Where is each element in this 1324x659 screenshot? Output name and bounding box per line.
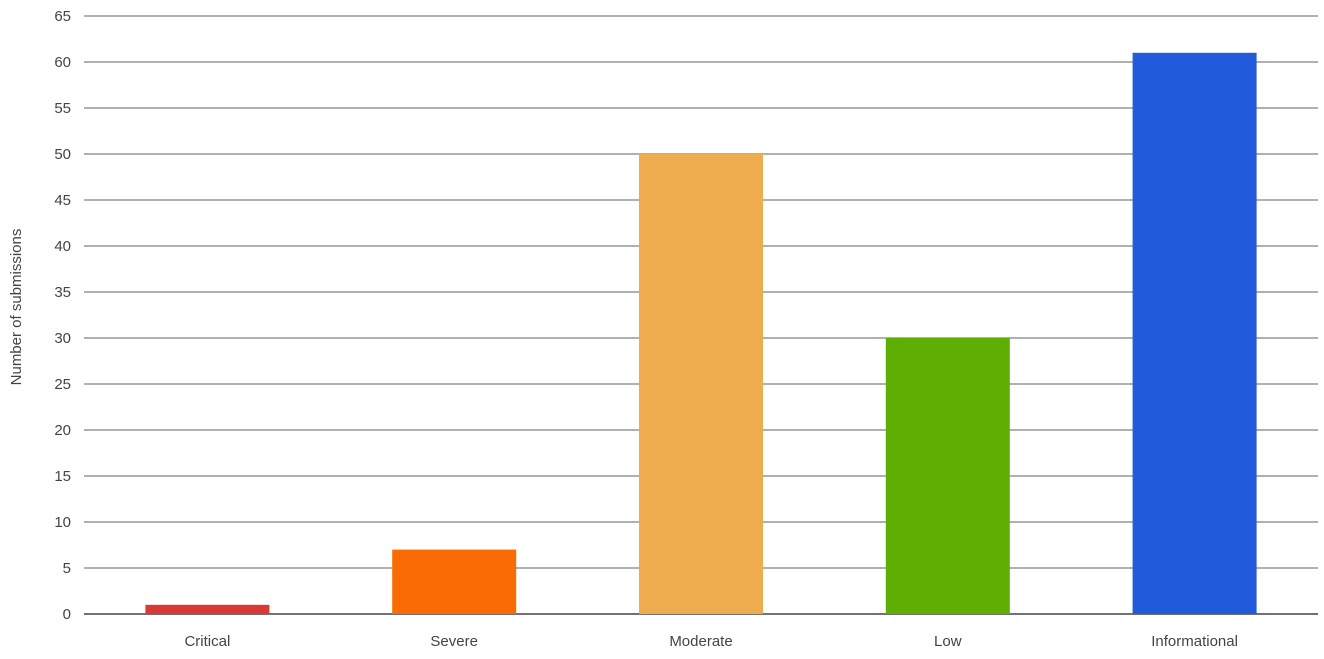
y-tick-label: 65 (54, 8, 71, 25)
x-axis-ticks: Critical Severe Moderate Low Informational (184, 633, 1237, 650)
y-tick-label: 35 (54, 284, 71, 301)
y-tick-label: 25 (54, 376, 71, 393)
y-axis-ticks: 0 5 10 15 20 25 30 35 40 45 50 55 60 65 (54, 8, 71, 623)
x-tick-label: Critical (184, 633, 230, 650)
x-tick-label: Severe (430, 633, 478, 650)
bar-critical (145, 604, 270, 614)
y-tick-label: 40 (54, 238, 71, 255)
x-tick-label: Low (934, 633, 962, 650)
x-tick-label: Moderate (669, 633, 732, 650)
y-tick-label: 30 (54, 330, 71, 347)
x-tick-label: Informational (1151, 633, 1238, 650)
y-tick-label: 55 (54, 100, 71, 117)
bar-low (885, 338, 1010, 614)
bar-severe (392, 549, 517, 614)
y-tick-label: 60 (54, 54, 71, 71)
bar-informational (1132, 52, 1257, 615)
y-axis-title: Number of submissions (8, 229, 25, 386)
y-tick-label: 20 (54, 422, 71, 439)
y-tick-label: 50 (54, 146, 71, 163)
bar-moderate (639, 154, 763, 614)
y-tick-label: 45 (54, 192, 71, 209)
bars (145, 52, 1257, 615)
y-tick-label: 10 (54, 514, 71, 531)
y-tick-label: 15 (54, 468, 71, 485)
y-tick-label: 0 (63, 606, 71, 623)
y-tick-label: 5 (63, 560, 71, 577)
